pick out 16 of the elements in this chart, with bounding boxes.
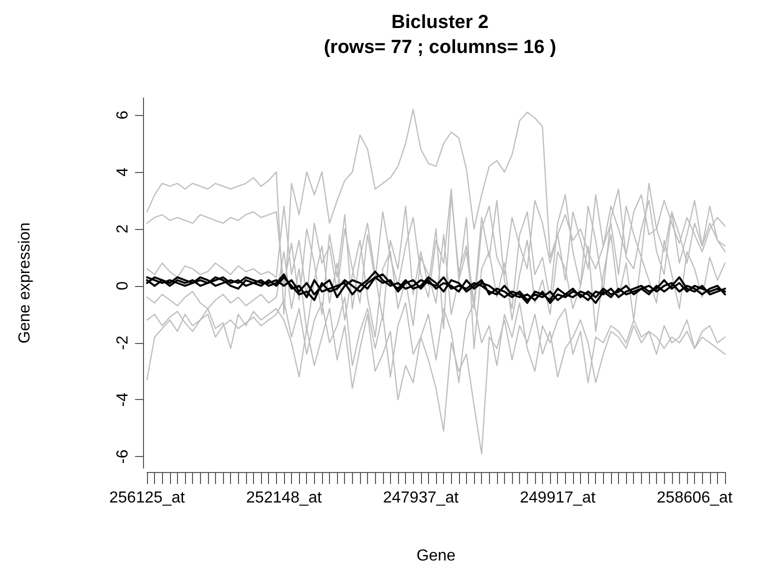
x-tick-label: 252148_at — [246, 490, 322, 506]
x-tick-label: 249917_at — [520, 490, 596, 506]
x-tick-label: 258606_at — [656, 490, 733, 506]
y-tick-label: 2 — [114, 224, 132, 234]
x-tick-label: 247937_at — [382, 490, 460, 506]
y-tick-label: -6 — [114, 449, 132, 464]
y-tick-label: 4 — [114, 167, 132, 176]
x-axis-title: Gene — [416, 548, 456, 564]
y-tick-label: 6 — [114, 110, 132, 120]
x-tick-label: 256125_at — [109, 490, 186, 506]
y-axis-title: Gene expression — [16, 222, 34, 344]
y-tick-label: -2 — [114, 336, 132, 350]
y-tick-label: 0 — [114, 281, 132, 290]
chart-title: Bicluster 2 — [391, 12, 489, 33]
y-tick-label: -4 — [114, 392, 132, 407]
chart-subtitle: (rows= 77 ; columns= 16 ) — [324, 37, 556, 58]
